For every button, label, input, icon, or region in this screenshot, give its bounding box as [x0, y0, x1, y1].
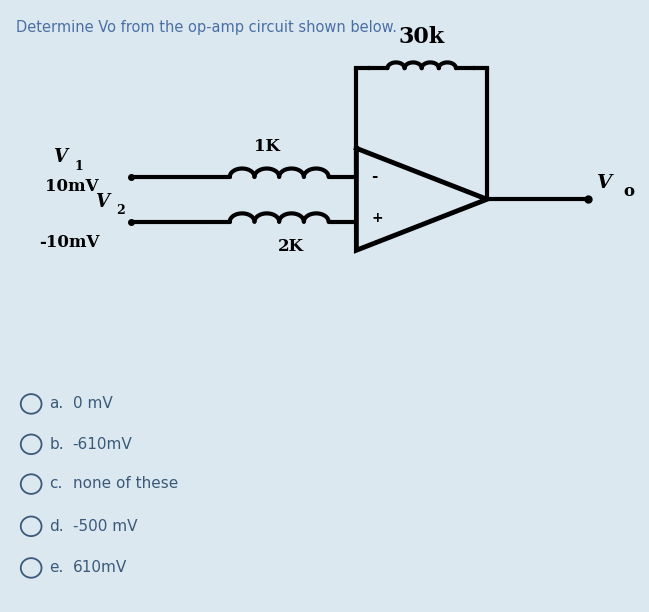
Text: 2K: 2K [278, 238, 304, 255]
Text: c.: c. [49, 476, 63, 491]
Text: V: V [53, 148, 67, 166]
Text: 2: 2 [116, 204, 125, 217]
Text: -610mV: -610mV [73, 436, 132, 452]
Text: Determine Vo from the op-amp circuit shown below.: Determine Vo from the op-amp circuit sho… [16, 20, 397, 35]
Text: e.: e. [49, 560, 64, 575]
Text: b.: b. [49, 436, 64, 452]
Text: none of these: none of these [73, 476, 178, 491]
Text: 30k: 30k [398, 26, 445, 48]
Text: +: + [371, 211, 383, 225]
Text: -: - [371, 170, 378, 184]
Text: 1: 1 [74, 160, 83, 173]
Text: 0 mV: 0 mV [73, 396, 112, 411]
Text: V: V [95, 193, 109, 211]
Text: o: o [624, 182, 635, 200]
Text: 10mV: 10mV [45, 179, 98, 195]
Text: -10mV: -10mV [39, 234, 99, 251]
Text: V: V [597, 174, 612, 192]
Text: -500 mV: -500 mV [73, 518, 137, 534]
Text: 1K: 1K [254, 138, 280, 155]
Text: d.: d. [49, 518, 64, 534]
Text: 610mV: 610mV [73, 560, 127, 575]
Text: a.: a. [49, 396, 64, 411]
